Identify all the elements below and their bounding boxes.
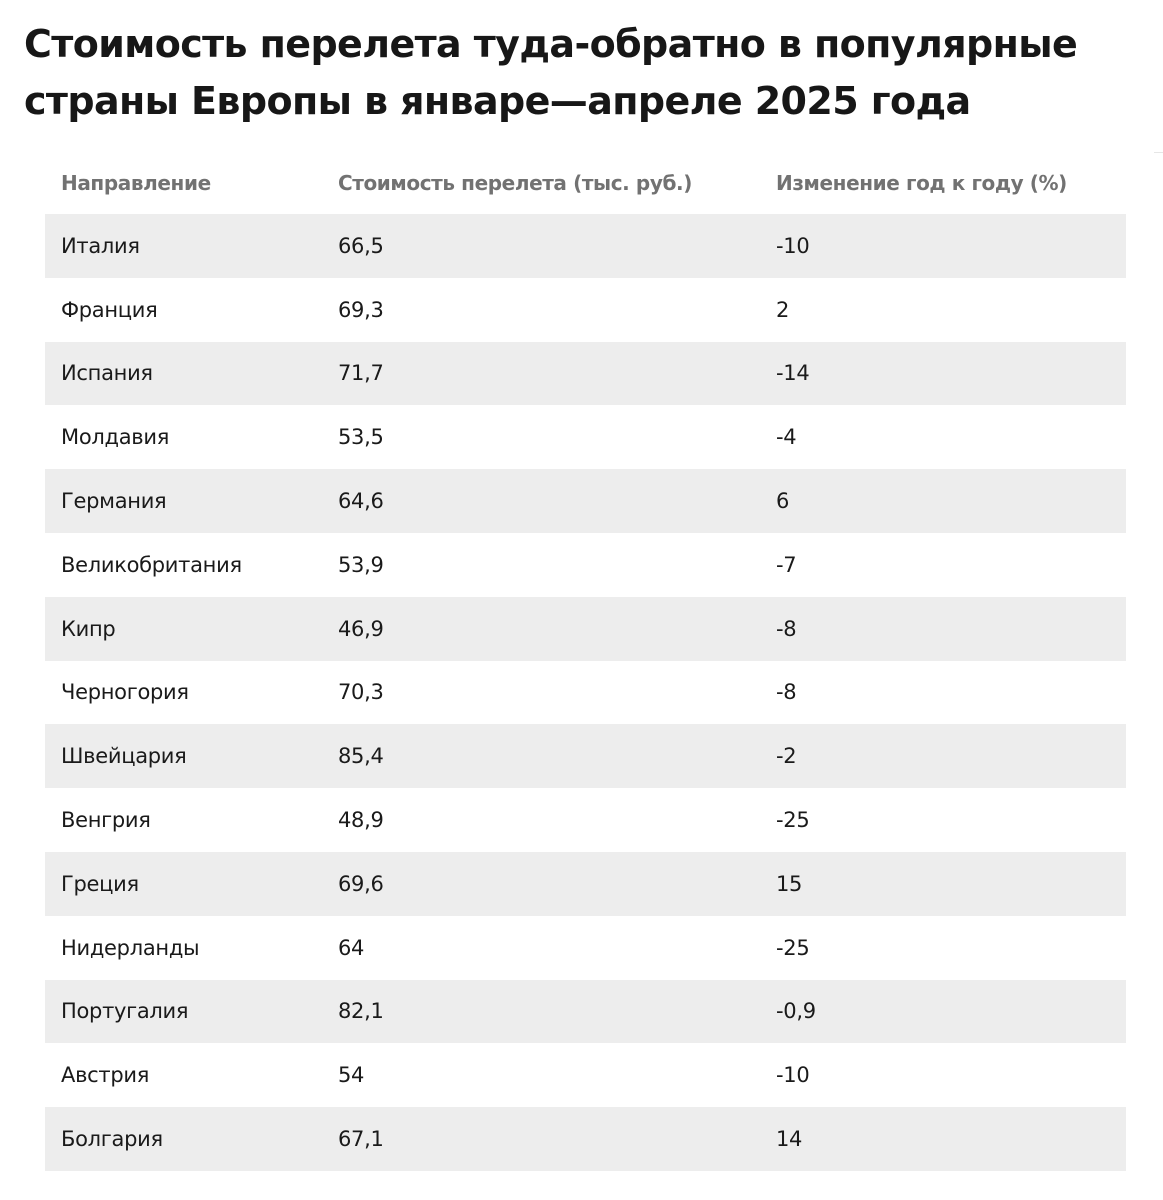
country-cell: Греция <box>45 851 322 916</box>
country-cell: Португалия <box>45 979 322 1044</box>
country-cell: Венгрия <box>45 788 322 852</box>
country-cell: Болгария <box>45 1107 322 1171</box>
table-row: Молдавия 53,5 -4 <box>45 405 1126 470</box>
cost-cell: 64 <box>322 915 760 980</box>
country-cell: Кипр <box>45 596 322 661</box>
country-cell: Нидерланды <box>45 915 322 980</box>
country-cell: Испания <box>45 341 322 406</box>
cost-cell: 70,3 <box>322 660 760 725</box>
cost-cell: 48,9 <box>322 788 760 852</box>
cost-cell: 64,6 <box>322 469 760 533</box>
table-row: Швейцария 85,4 -2 <box>45 724 1126 789</box>
change-cell: -8 <box>760 596 1126 661</box>
table-row: Болгария 67,1 14 <box>45 1107 1126 1171</box>
country-cell: Черногория <box>45 660 322 725</box>
table-row: Черногория 70,3 -8 <box>45 660 1126 725</box>
change-cell: 14 <box>760 1107 1126 1171</box>
cost-cell: 85,4 <box>322 724 760 789</box>
cost-cell: 46,9 <box>322 596 760 661</box>
country-cell: Великобритания <box>45 532 322 597</box>
cost-cell: 69,6 <box>322 851 760 916</box>
table-row: Великобритания 53,9 -7 <box>45 532 1126 597</box>
header-row: Направление Стоимость перелета (тыс. руб… <box>45 151 1126 214</box>
table-row: Португалия 82,1 -0,9 <box>45 979 1126 1044</box>
cost-cell: 53,5 <box>322 405 760 470</box>
page-title: Стоимость перелета туда-обратно в популя… <box>24 22 1078 123</box>
column-header-change: Изменение год к году (%) <box>776 170 1067 195</box>
cost-cell: 53,9 <box>322 532 760 597</box>
table-body: Италия 66,5 -10 Франция 69,3 2 Испания 7… <box>45 214 1126 1171</box>
cost-cell: 67,1 <box>322 1107 760 1171</box>
change-cell: -8 <box>760 660 1126 725</box>
cost-cell: 66,5 <box>322 214 760 278</box>
change-cell: -25 <box>760 788 1126 852</box>
change-cell: -14 <box>760 341 1126 406</box>
country-cell: Италия <box>45 214 322 278</box>
data-table: Направление Стоимость перелета (тыс. руб… <box>45 151 1126 1171</box>
table-row: Кипр 46,9 -8 <box>45 596 1126 661</box>
cost-cell: 69,3 <box>322 277 760 342</box>
table-row: Франция 69,3 2 <box>45 277 1126 342</box>
change-cell: 6 <box>760 469 1126 533</box>
cost-cell: 71,7 <box>322 341 760 406</box>
column-header-direction: Направление <box>61 170 211 195</box>
divider <box>1154 152 1163 153</box>
cost-cell: 82,1 <box>322 979 760 1044</box>
country-cell: Германия <box>45 469 322 533</box>
country-cell: Франция <box>45 277 322 342</box>
table-row: Австрия 54 -10 <box>45 1043 1126 1108</box>
change-cell: -25 <box>760 915 1126 980</box>
column-header-cost: Стоимость перелета (тыс. руб.) <box>338 170 692 195</box>
country-cell: Австрия <box>45 1043 322 1108</box>
change-cell: -0,9 <box>760 979 1126 1044</box>
table-row: Венгрия 48,9 -25 <box>45 788 1126 852</box>
table-row: Германия 64,6 6 <box>45 469 1126 533</box>
change-cell: -2 <box>760 724 1126 789</box>
table-row: Нидерланды 64 -25 <box>45 915 1126 980</box>
change-cell: 15 <box>760 851 1126 916</box>
table-row: Греция 69,6 15 <box>45 851 1126 916</box>
change-cell: 2 <box>760 277 1126 342</box>
country-cell: Швейцария <box>45 724 322 789</box>
change-cell: -10 <box>760 214 1126 278</box>
table-header: Направление Стоимость перелета (тыс. руб… <box>45 151 1126 214</box>
change-cell: -4 <box>760 405 1126 470</box>
change-cell: -10 <box>760 1043 1126 1108</box>
country-cell: Молдавия <box>45 405 322 470</box>
table-row: Италия 66,5 -10 <box>45 214 1126 278</box>
table-row: Испания 71,7 -14 <box>45 341 1126 406</box>
cost-cell: 54 <box>322 1043 760 1108</box>
change-cell: -7 <box>760 532 1126 597</box>
